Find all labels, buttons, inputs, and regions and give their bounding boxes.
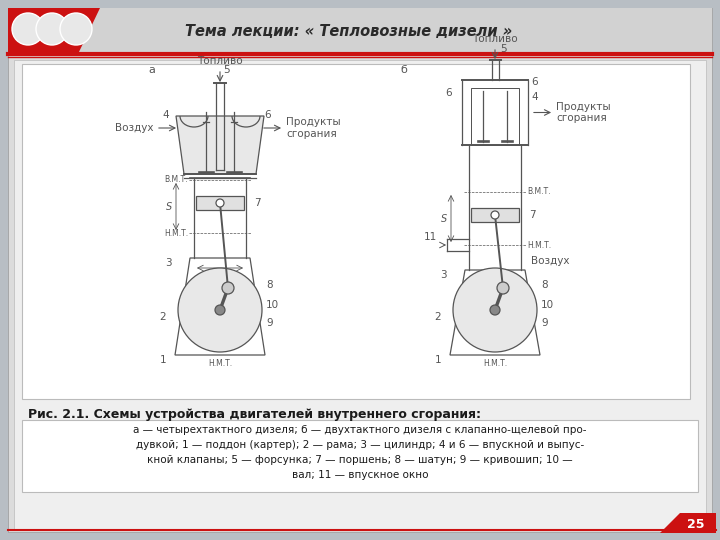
Text: D: D: [224, 273, 232, 283]
Circle shape: [60, 13, 92, 45]
Text: 3: 3: [165, 258, 171, 268]
Text: а — четырехтактного дизеля; б — двухтактного дизеля с клапанно-щелевой про-: а — четырехтактного дизеля; б — двухтакт…: [133, 425, 587, 435]
Text: 7: 7: [254, 198, 261, 208]
Text: 1: 1: [160, 355, 166, 365]
Text: 3: 3: [440, 270, 446, 280]
Polygon shape: [8, 8, 100, 54]
Circle shape: [490, 305, 500, 315]
Text: а: а: [148, 65, 155, 75]
Text: 5: 5: [223, 65, 230, 75]
FancyBboxPatch shape: [14, 60, 706, 530]
Text: 7: 7: [529, 210, 536, 220]
Circle shape: [36, 13, 68, 45]
Text: 8: 8: [541, 280, 548, 290]
Circle shape: [215, 305, 225, 315]
Text: 8: 8: [266, 280, 273, 290]
Text: 4: 4: [531, 92, 538, 102]
Text: Топливо: Топливо: [472, 34, 518, 44]
Bar: [196, 196, 244, 210]
Text: дувкой; 1 — поддон (картер); 2 — рама; 3 — цилиндр; 4 и 6 — впускной и выпус-: дувкой; 1 — поддон (картер); 2 — рама; 3…: [136, 440, 584, 450]
Polygon shape: [660, 513, 716, 533]
Text: Топливо: Топливо: [197, 56, 243, 66]
Text: Н.М.Т.: Н.М.Т.: [208, 359, 232, 368]
Bar: [471, 88, 519, 145]
Circle shape: [12, 13, 44, 45]
Circle shape: [497, 282, 509, 294]
Text: Воздух: Воздух: [531, 256, 570, 266]
Polygon shape: [176, 116, 264, 174]
Text: Продукты
сгорания: Продукты сгорания: [286, 117, 341, 139]
Text: 5: 5: [500, 44, 507, 54]
Text: В.М.Т.: В.М.Т.: [164, 176, 188, 185]
Text: 4: 4: [163, 110, 169, 120]
Text: В.М.Т.: В.М.Т.: [206, 322, 230, 331]
Text: Продукты
сгорания: Продукты сгорания: [556, 102, 611, 123]
Text: Н.М.Т.: Н.М.Т.: [527, 240, 551, 249]
Text: Тема лекции: « Тепловозные дизели »: Тема лекции: « Тепловозные дизели »: [185, 24, 512, 38]
Text: 9: 9: [266, 318, 273, 328]
Text: R: R: [202, 310, 210, 320]
Circle shape: [491, 211, 499, 219]
Text: Н.М.Т.: Н.М.Т.: [164, 228, 188, 238]
Text: Н.М.Т.: Н.М.Т.: [483, 359, 507, 368]
Circle shape: [453, 268, 537, 352]
Text: кной клапаны; 5 — форсунка; 7 — поршень; 8 — шатун; 9 — кривошип; 10 —: кной клапаны; 5 — форсунка; 7 — поршень;…: [147, 455, 573, 465]
Text: Рис. 2.1. Схемы устройства двигателей внутреннего сгорания:: Рис. 2.1. Схемы устройства двигателей вн…: [28, 408, 481, 421]
FancyBboxPatch shape: [22, 420, 698, 492]
FancyBboxPatch shape: [22, 64, 690, 399]
Text: 6: 6: [446, 88, 452, 98]
Circle shape: [216, 199, 224, 207]
Text: 9: 9: [541, 318, 548, 328]
Text: 10: 10: [266, 300, 279, 310]
Circle shape: [178, 268, 262, 352]
FancyBboxPatch shape: [8, 8, 712, 532]
Text: В.М.Т.: В.М.Т.: [527, 187, 551, 197]
Text: 6: 6: [264, 110, 271, 120]
Text: 1: 1: [435, 355, 441, 365]
FancyBboxPatch shape: [8, 8, 712, 54]
Text: Воздух: Воздух: [115, 123, 154, 133]
Text: 6: 6: [531, 77, 538, 87]
Text: S: S: [166, 201, 172, 212]
Circle shape: [222, 282, 234, 294]
Bar: [471, 208, 519, 222]
Text: 11: 11: [424, 232, 437, 242]
Text: 10: 10: [541, 300, 554, 310]
Text: 25: 25: [688, 517, 705, 530]
Text: вал; 11 — впускное окно: вал; 11 — впускное окно: [292, 470, 428, 480]
Text: S: S: [441, 213, 447, 224]
Text: 2: 2: [160, 312, 166, 322]
Text: б: б: [400, 65, 407, 75]
Text: 2: 2: [435, 312, 441, 322]
